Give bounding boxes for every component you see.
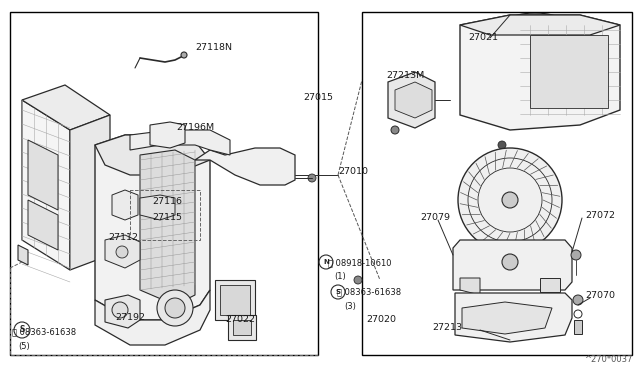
Polygon shape xyxy=(462,302,552,334)
Text: N: N xyxy=(323,259,329,265)
Text: 27116: 27116 xyxy=(152,198,182,206)
Polygon shape xyxy=(18,245,28,265)
Text: S: S xyxy=(19,326,25,334)
Text: 27192: 27192 xyxy=(115,314,145,323)
Text: 27021: 27021 xyxy=(468,33,498,42)
Polygon shape xyxy=(540,278,560,292)
Text: 27070: 27070 xyxy=(585,291,615,299)
Circle shape xyxy=(502,254,518,270)
Polygon shape xyxy=(460,15,620,35)
Polygon shape xyxy=(233,320,251,335)
Polygon shape xyxy=(22,100,70,270)
Ellipse shape xyxy=(508,13,563,31)
Circle shape xyxy=(112,302,128,318)
Text: Ⓢ 08363-61638: Ⓢ 08363-61638 xyxy=(12,327,76,337)
Polygon shape xyxy=(95,290,210,345)
Circle shape xyxy=(573,295,583,305)
Polygon shape xyxy=(530,35,608,108)
Circle shape xyxy=(181,52,187,58)
Polygon shape xyxy=(150,122,185,148)
Circle shape xyxy=(502,192,518,208)
Bar xyxy=(10,12,318,355)
Text: 27196M: 27196M xyxy=(176,122,214,131)
Text: (1): (1) xyxy=(334,273,346,282)
Polygon shape xyxy=(460,15,620,130)
Polygon shape xyxy=(22,85,110,130)
Text: 27118N: 27118N xyxy=(195,42,232,51)
Text: 27079: 27079 xyxy=(420,214,450,222)
Polygon shape xyxy=(215,280,255,320)
Text: 27213M: 27213M xyxy=(386,71,424,80)
Polygon shape xyxy=(453,240,572,290)
Polygon shape xyxy=(28,200,58,250)
Text: (3): (3) xyxy=(344,301,356,311)
Polygon shape xyxy=(574,320,582,334)
Polygon shape xyxy=(220,285,250,315)
Text: 27015: 27015 xyxy=(303,93,333,103)
Polygon shape xyxy=(195,148,295,185)
Polygon shape xyxy=(460,278,480,295)
Text: ^270*0037: ^270*0037 xyxy=(584,355,632,364)
Text: 27115: 27115 xyxy=(152,214,182,222)
Ellipse shape xyxy=(485,251,535,273)
Polygon shape xyxy=(95,135,210,175)
Polygon shape xyxy=(105,235,140,268)
Polygon shape xyxy=(130,130,230,155)
Text: 27072: 27072 xyxy=(585,212,615,221)
Text: 27022: 27022 xyxy=(225,315,255,324)
Polygon shape xyxy=(140,195,175,220)
Circle shape xyxy=(571,250,581,260)
Polygon shape xyxy=(70,115,110,270)
Text: 27010: 27010 xyxy=(338,167,368,176)
Polygon shape xyxy=(95,135,210,320)
Polygon shape xyxy=(228,315,256,340)
Circle shape xyxy=(391,126,399,134)
Text: S: S xyxy=(335,289,340,295)
Text: 27213: 27213 xyxy=(432,324,462,333)
Polygon shape xyxy=(388,72,435,128)
Circle shape xyxy=(498,141,506,149)
Bar xyxy=(362,12,632,355)
Polygon shape xyxy=(112,190,138,220)
Text: Ⓢ 08363-61638: Ⓢ 08363-61638 xyxy=(337,288,401,296)
Circle shape xyxy=(308,174,316,182)
Circle shape xyxy=(458,148,562,252)
Text: 27020: 27020 xyxy=(366,315,396,324)
Text: 27112: 27112 xyxy=(108,234,138,243)
Circle shape xyxy=(165,298,185,318)
Circle shape xyxy=(157,290,193,326)
Ellipse shape xyxy=(470,244,550,279)
Polygon shape xyxy=(140,150,195,305)
Circle shape xyxy=(120,200,130,210)
Text: (5): (5) xyxy=(18,343,29,352)
Circle shape xyxy=(354,276,362,284)
Polygon shape xyxy=(105,295,140,328)
Polygon shape xyxy=(455,293,572,342)
Polygon shape xyxy=(28,140,58,210)
Circle shape xyxy=(116,246,128,258)
Text: ⓝ 08918-10610: ⓝ 08918-10610 xyxy=(328,259,392,267)
Circle shape xyxy=(113,193,137,217)
Polygon shape xyxy=(395,82,432,118)
